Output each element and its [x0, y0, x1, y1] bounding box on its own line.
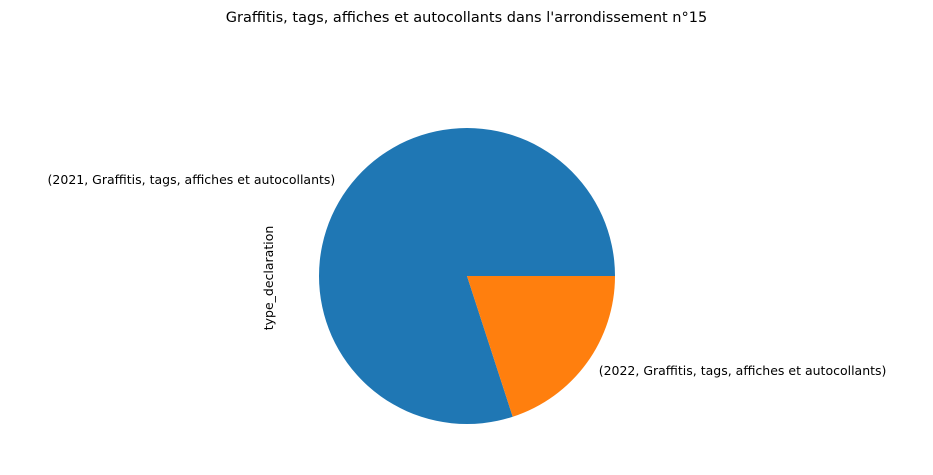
chart-title: Graffitis, tags, affiches et autocollant… [226, 10, 707, 26]
pie-slices [319, 128, 615, 425]
pie-slice-label-1: (2022, Graffitis, tags, affiches et auto… [599, 363, 887, 378]
pie-slice-labels: (2021, Graffitis, tags, affiches et auto… [48, 172, 887, 378]
pie-slice-0 [319, 128, 615, 425]
y-axis-label: type_declaration [261, 226, 276, 331]
pie-slice-label-0: (2021, Graffitis, tags, affiches et auto… [48, 172, 336, 187]
pie-slice-1 [467, 276, 615, 417]
